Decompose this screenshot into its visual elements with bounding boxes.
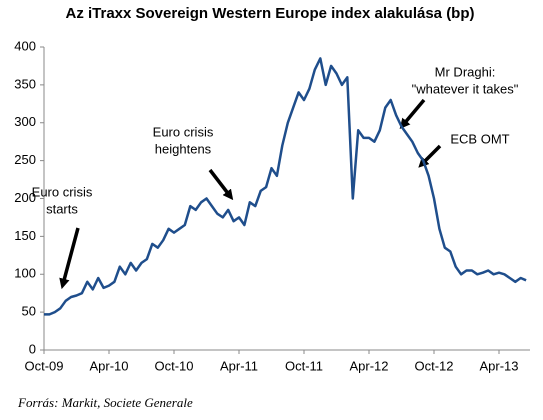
- x-tick-label: Oct-11: [285, 358, 323, 373]
- y-tick-label: 100: [14, 266, 36, 281]
- x-tick-label: Apr-11: [220, 358, 258, 373]
- arrow: [418, 144, 442, 168]
- data-line: [44, 57, 527, 316]
- annotation: heightens: [155, 141, 212, 156]
- arrow: [59, 227, 80, 290]
- x-tick-label: Oct-12: [414, 358, 453, 373]
- annotation-arrows: [59, 98, 442, 290]
- annotation: starts: [46, 201, 78, 216]
- chart-title: Az iTraxx Sovereign Western Europe index…: [65, 5, 474, 22]
- arrow: [399, 98, 426, 130]
- y-tick-label: 150: [14, 228, 36, 243]
- x-tick-label: Oct-09: [24, 358, 63, 373]
- y-tick-label: 250: [14, 152, 36, 167]
- source-note: Forrás: Markit, Societe Generale: [17, 395, 193, 410]
- x-tick-label: Apr-12: [349, 358, 388, 373]
- annotation: Mr Draghi:: [435, 64, 496, 79]
- x-tick-label: Apr-13: [479, 358, 518, 373]
- annotation: Euro crisis: [153, 124, 214, 139]
- x-tick-label: Oct-10: [154, 358, 193, 373]
- annotation: "whatever it takes": [412, 81, 519, 96]
- y-tick-label: 300: [14, 114, 36, 129]
- y-tick-label: 0: [29, 341, 36, 356]
- x-tick-label: Apr-10: [89, 358, 128, 373]
- y-tick-label: 350: [14, 76, 36, 91]
- annotation: ECB OMT: [450, 131, 509, 146]
- y-tick-label: 400: [14, 38, 36, 53]
- y-tick-label: 200: [14, 190, 36, 205]
- arrow: [208, 168, 234, 201]
- annotation: Euro crisis: [32, 184, 93, 199]
- y-tick-label: 50: [22, 304, 36, 319]
